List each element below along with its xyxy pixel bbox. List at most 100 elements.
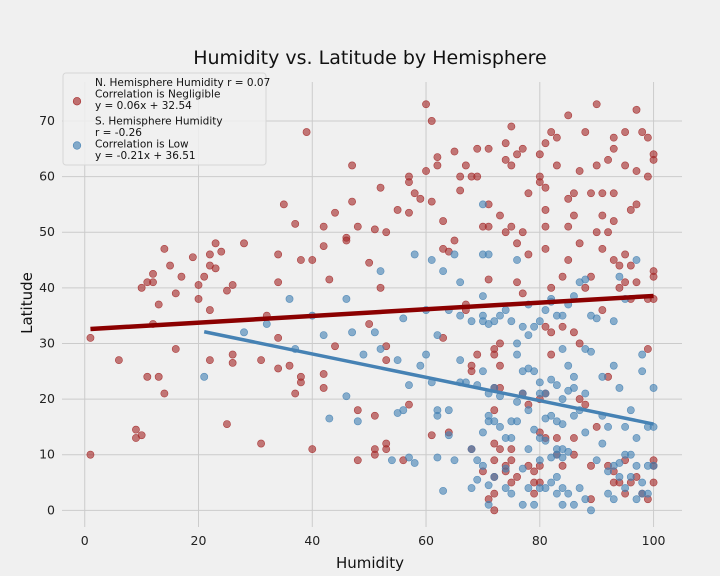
data-point <box>621 250 630 259</box>
data-point <box>541 436 550 445</box>
data-point <box>456 311 465 320</box>
data-point <box>513 150 521 159</box>
data-point <box>382 356 391 365</box>
data-point <box>308 445 317 454</box>
data-point <box>570 211 578 220</box>
data-point <box>365 258 374 267</box>
data-point <box>632 495 641 504</box>
y-tick-labels: 0 10 20 30 40 50 60 70 <box>39 113 55 517</box>
data-point <box>547 328 556 337</box>
data-point <box>507 122 516 131</box>
legend-label-line: Correlation is Negligible <box>95 89 220 101</box>
data-point <box>473 456 482 465</box>
data-point <box>581 128 590 136</box>
data-point <box>626 206 635 214</box>
chart-title: Humidity vs. Latitude by Hemisphere <box>193 47 547 69</box>
data-point <box>370 411 379 420</box>
data-point <box>604 155 612 164</box>
data-point <box>416 194 425 203</box>
data-point <box>535 317 544 326</box>
data-point <box>490 456 499 465</box>
data-point <box>615 272 624 281</box>
data-point <box>205 250 214 259</box>
data-point <box>507 478 516 487</box>
data-point <box>507 445 516 454</box>
data-point <box>507 317 516 326</box>
data-point <box>626 473 635 481</box>
data-point <box>319 331 328 339</box>
data-point <box>570 500 578 509</box>
data-point <box>575 339 584 348</box>
data-point <box>439 486 448 495</box>
data-point <box>496 311 504 320</box>
data-point <box>507 489 516 498</box>
data-point <box>490 473 499 481</box>
data-point <box>558 311 567 320</box>
data-point <box>564 489 573 498</box>
data-point <box>490 439 499 448</box>
data-point <box>518 500 527 509</box>
data-point <box>479 200 487 209</box>
data-point <box>433 161 442 170</box>
data-point <box>291 219 300 228</box>
x-tick-label: 40 <box>304 533 320 548</box>
data-point <box>592 161 601 170</box>
data-point <box>353 456 362 465</box>
y-tick-label: 10 <box>39 447 55 462</box>
x-axis-label: Humidity <box>336 554 404 572</box>
data-point <box>638 128 647 136</box>
data-point <box>541 322 550 331</box>
data-point <box>621 161 630 170</box>
data-point <box>467 484 476 492</box>
data-point <box>422 100 430 109</box>
data-point <box>592 422 601 431</box>
data-point <box>547 375 556 384</box>
data-point <box>194 281 203 289</box>
data-point <box>359 350 368 359</box>
data-point <box>410 459 419 467</box>
data-point <box>632 461 641 470</box>
data-point <box>587 461 595 470</box>
data-point <box>370 450 379 459</box>
data-point <box>501 139 510 148</box>
data-point <box>223 420 231 428</box>
data-point <box>570 434 578 442</box>
data-point <box>143 372 152 381</box>
data-point <box>649 272 658 281</box>
legend-label-line: Correlation is Low <box>95 139 189 151</box>
data-point <box>149 278 157 287</box>
data-point <box>632 200 641 209</box>
data-point <box>279 200 288 209</box>
data-point <box>581 389 590 398</box>
data-point <box>513 339 521 348</box>
data-point <box>524 484 533 492</box>
data-point <box>587 506 595 515</box>
data-point <box>524 189 533 198</box>
data-point <box>456 356 465 365</box>
regression-line-1 <box>90 293 654 332</box>
data-point <box>473 172 482 181</box>
data-point <box>450 456 459 465</box>
y-tick-label: 0 <box>47 502 55 517</box>
data-point <box>609 133 618 142</box>
data-point <box>604 489 612 498</box>
data-point <box>405 381 413 390</box>
data-point <box>160 389 169 398</box>
data-point <box>137 283 146 292</box>
data-point <box>319 370 328 378</box>
data-point <box>649 461 658 470</box>
data-point <box>86 333 95 342</box>
data-point <box>166 261 174 270</box>
regression-lines <box>90 293 654 426</box>
data-point <box>513 350 521 359</box>
data-point <box>615 473 624 481</box>
data-point <box>285 295 294 303</box>
legend-label-line: y = 0.06x + 32.54 <box>95 100 192 112</box>
data-point <box>530 500 539 509</box>
data-point <box>513 256 521 264</box>
legend-marker-2 <box>72 141 82 150</box>
data-point <box>484 222 493 231</box>
legend-label-line: y = -0.21x + 36.51 <box>95 150 196 162</box>
data-point <box>342 392 351 401</box>
